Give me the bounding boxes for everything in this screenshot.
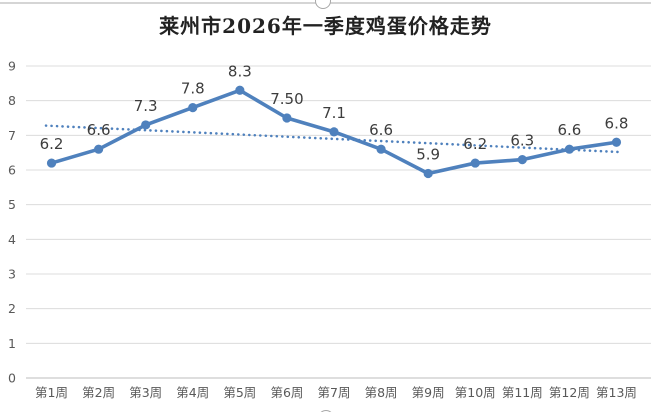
- data-point-marker[interactable]: [611, 137, 622, 147]
- y-tick-label: 8: [8, 93, 16, 108]
- data-point-label: 6.8: [605, 114, 629, 132]
- data-point-label: 6.3: [510, 132, 534, 150]
- data-point-marker[interactable]: [141, 120, 151, 130]
- data-point-label: 7.50: [270, 90, 303, 108]
- y-tick-label: 7: [8, 128, 16, 143]
- x-category-label: 第2周: [82, 385, 115, 400]
- x-category-label: 第6周: [270, 385, 303, 400]
- data-point-marker[interactable]: [423, 168, 433, 179]
- y-tick-label: 2: [8, 301, 16, 316]
- data-point-marker[interactable]: [517, 155, 527, 165]
- data-point-marker[interactable]: [564, 144, 574, 154]
- data-point-label: 6.6: [369, 121, 393, 139]
- data-point-marker[interactable]: [94, 144, 104, 154]
- y-tick-label: 9: [8, 59, 16, 74]
- x-category-label: 第7周: [318, 385, 351, 400]
- chart-title: 莱州市2026年一季度鸡蛋价格走势: [159, 14, 492, 38]
- data-point-label: 7.8: [181, 80, 205, 98]
- data-point-marker[interactable]: [188, 103, 198, 113]
- x-category-label: 第4周: [176, 385, 209, 400]
- data-point-marker[interactable]: [470, 158, 480, 168]
- data-point-marker[interactable]: [376, 144, 386, 154]
- y-tick-label: 5: [8, 197, 16, 212]
- data-point-label: 7.1: [322, 104, 346, 122]
- x-category-label: 第12周: [549, 385, 590, 400]
- y-tick-label: 0: [8, 371, 16, 386]
- trendline[interactable]: [44, 124, 620, 154]
- data-point-marker[interactable]: [235, 85, 245, 95]
- data-point-label: 6.2: [463, 135, 487, 153]
- x-category-label: 第13周: [596, 385, 637, 400]
- y-tick-label: 3: [8, 267, 16, 282]
- x-category-label: 第3周: [129, 385, 162, 400]
- x-category-label: 第10周: [455, 385, 496, 400]
- x-category-label: 第9周: [412, 385, 445, 400]
- y-tick-label: 1: [8, 336, 16, 351]
- x-category-label: 第1周: [35, 385, 68, 400]
- y-tick-label: 6: [8, 163, 16, 178]
- data-point-label: 6.2: [40, 135, 64, 153]
- data-point-label: 6.6: [557, 121, 581, 139]
- data-point-label: 7.3: [134, 97, 158, 115]
- data-point-marker[interactable]: [46, 158, 57, 168]
- x-category-label: 第11周: [502, 385, 543, 400]
- x-category-label: 第5周: [223, 385, 256, 400]
- data-point-label: 8.3: [228, 62, 252, 80]
- data-point-marker[interactable]: [282, 113, 292, 123]
- y-tick-label: 4: [8, 232, 16, 247]
- data-point-marker[interactable]: [329, 127, 339, 137]
- data-point-label: 6.6: [87, 121, 111, 139]
- data-point-label: 5.9: [416, 145, 440, 163]
- x-category-label: 第8周: [365, 385, 398, 400]
